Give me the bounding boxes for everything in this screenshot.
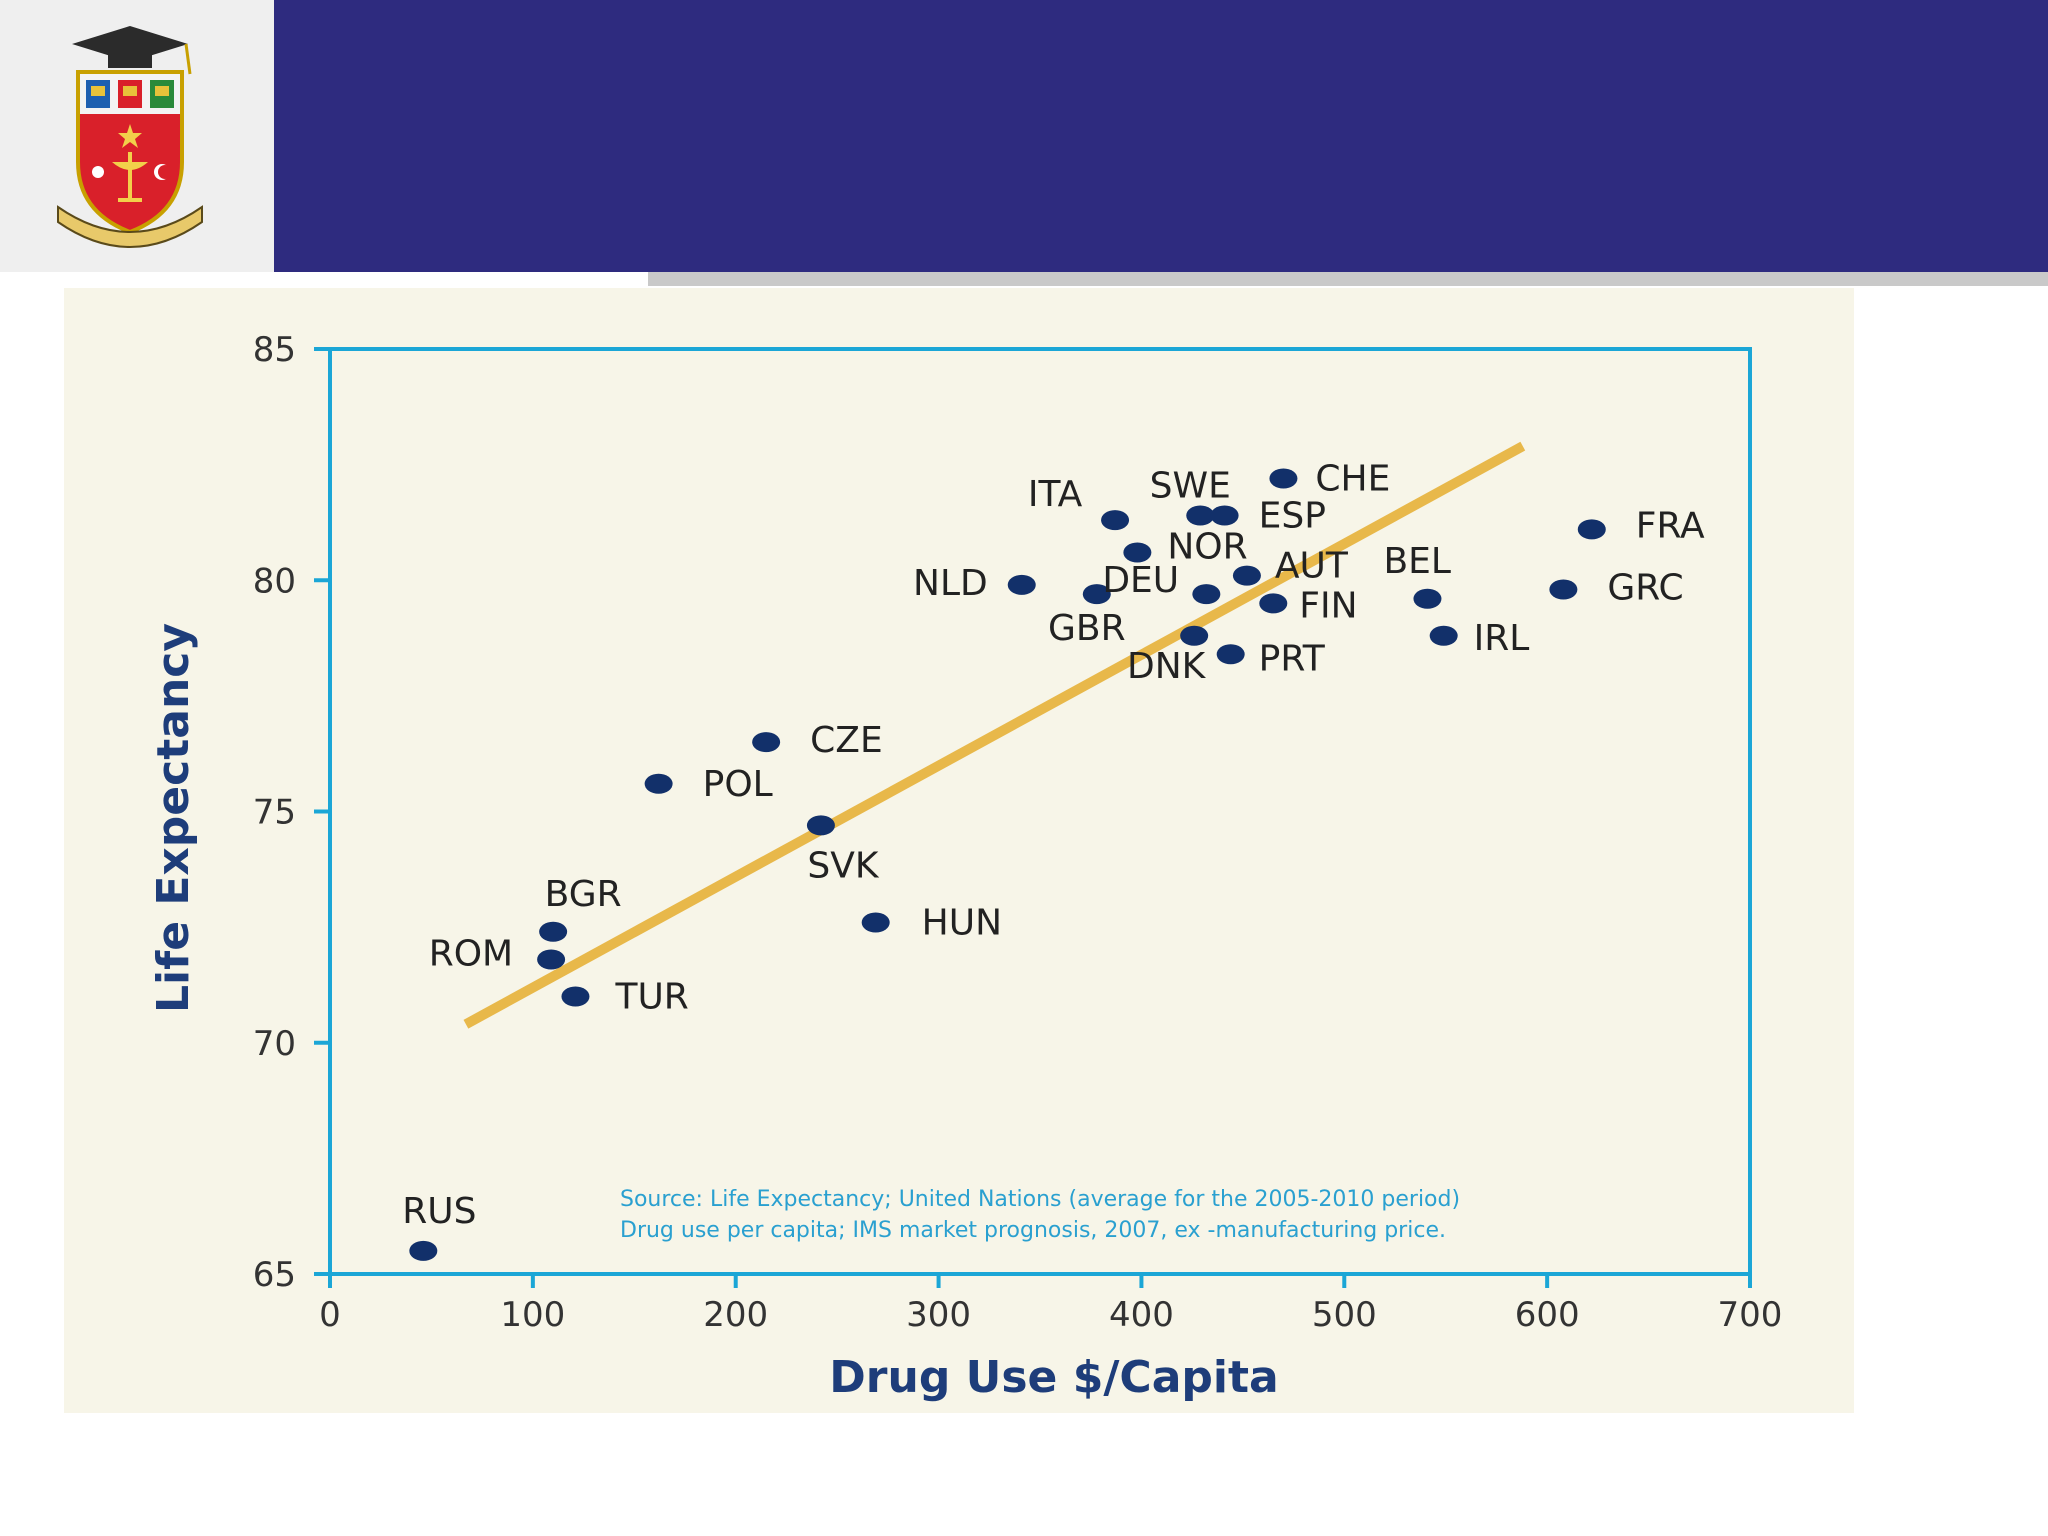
x-tick-label: 500 [1312,1295,1377,1335]
point-label-dnk: DNK [1127,646,1207,687]
x-tick-label: 200 [703,1295,768,1335]
point-label-fra: FRA [1636,505,1705,546]
y-tick-label: 70 [253,1024,296,1064]
point-label-irl: IRL [1474,618,1530,659]
data-point-rom [537,949,566,970]
x-tick-label: 0 [319,1295,341,1335]
point-label-svk: SVK [807,845,879,886]
header-banner [274,0,2048,272]
point-label-nld: NLD [913,563,988,604]
point-label-esp: ESP [1259,496,1326,537]
point-label-rom: ROM [429,934,513,975]
data-point-nor [1123,542,1152,563]
point-label-gbr: GBR [1048,608,1126,649]
point-label-rus: RUS [402,1191,476,1232]
y-tick-label: 75 [253,793,296,833]
banner-shadow [648,272,2048,286]
data-point-nld [1007,574,1036,595]
x-tick-label: 100 [500,1295,565,1335]
data-point-fin [1259,593,1288,614]
data-point-bel [1413,588,1442,609]
chart-background [64,288,1854,1413]
data-point-swe [1186,505,1215,526]
x-tick-label: 600 [1515,1295,1580,1335]
trend-line [463,441,1526,1029]
point-label-aut: AUT [1275,546,1349,587]
point-label-che: CHE [1315,459,1390,500]
data-point-ita [1101,510,1130,531]
chart-panel: RUS ROM BGR TUR POL CZE SVK HUN NLD GBR ITA NOR DNK S… [64,288,1854,1413]
x-axis-title: Drug Use $/Capita [829,1352,1278,1403]
university-crest-icon [57,26,203,248]
point-label-bgr: BGR [545,874,622,915]
point-label-pol: POL [703,764,773,805]
point-label-prt: PRT [1259,638,1326,679]
x-tick-label: 700 [1718,1295,1783,1335]
source-annotation-1: Source: Life Expectancy; United Nations … [620,1187,1460,1212]
data-point-irl [1429,625,1458,646]
y-tick-label: 85 [253,330,296,370]
data-point-rus [409,1240,438,1261]
point-label-bel: BEL [1383,541,1451,582]
logo-panel [0,0,274,272]
point-label-nor: NOR [1167,527,1247,568]
point-label-cze: CZE [810,720,883,761]
point-label-swe: SWE [1150,466,1231,507]
point-label-tur: TUR [614,977,688,1018]
x-tick-label: 300 [906,1295,971,1335]
data-point-fra [1577,519,1606,540]
data-point-che [1269,468,1298,489]
point-label-deu: DEU [1102,560,1179,601]
data-point-deu [1192,584,1221,605]
data-point-hun [861,912,890,933]
data-point-pol [644,773,673,794]
data-point-cze [752,732,781,753]
y-tick-label: 65 [253,1255,296,1295]
point-label-grc: GRC [1607,568,1683,609]
x-tick-label: 400 [1109,1295,1174,1335]
y-axis-title: Life Expectancy [148,623,199,1013]
source-annotation-2: Drug use per capita; IMS market prognosi… [620,1218,1446,1243]
data-point-gbr [1082,584,1111,605]
point-label-fin: FIN [1299,585,1357,626]
point-label-hun: HUN [922,903,1002,944]
data-point-bgr [539,921,568,942]
data-point-grc [1549,579,1578,600]
data-point-aut [1232,565,1261,586]
y-tick-label: 80 [253,561,296,601]
scatter-chart: RUS ROM BGR TUR POL CZE SVK HUN NLD GBR ITA NOR DNK S… [64,288,1854,1413]
data-point-prt [1216,644,1245,665]
data-point-tur [561,986,590,1007]
data-point-esp [1210,505,1239,526]
point-label-ita: ITA [1028,474,1083,515]
data-point-svk [806,815,835,836]
data-point-dnk [1180,625,1209,646]
